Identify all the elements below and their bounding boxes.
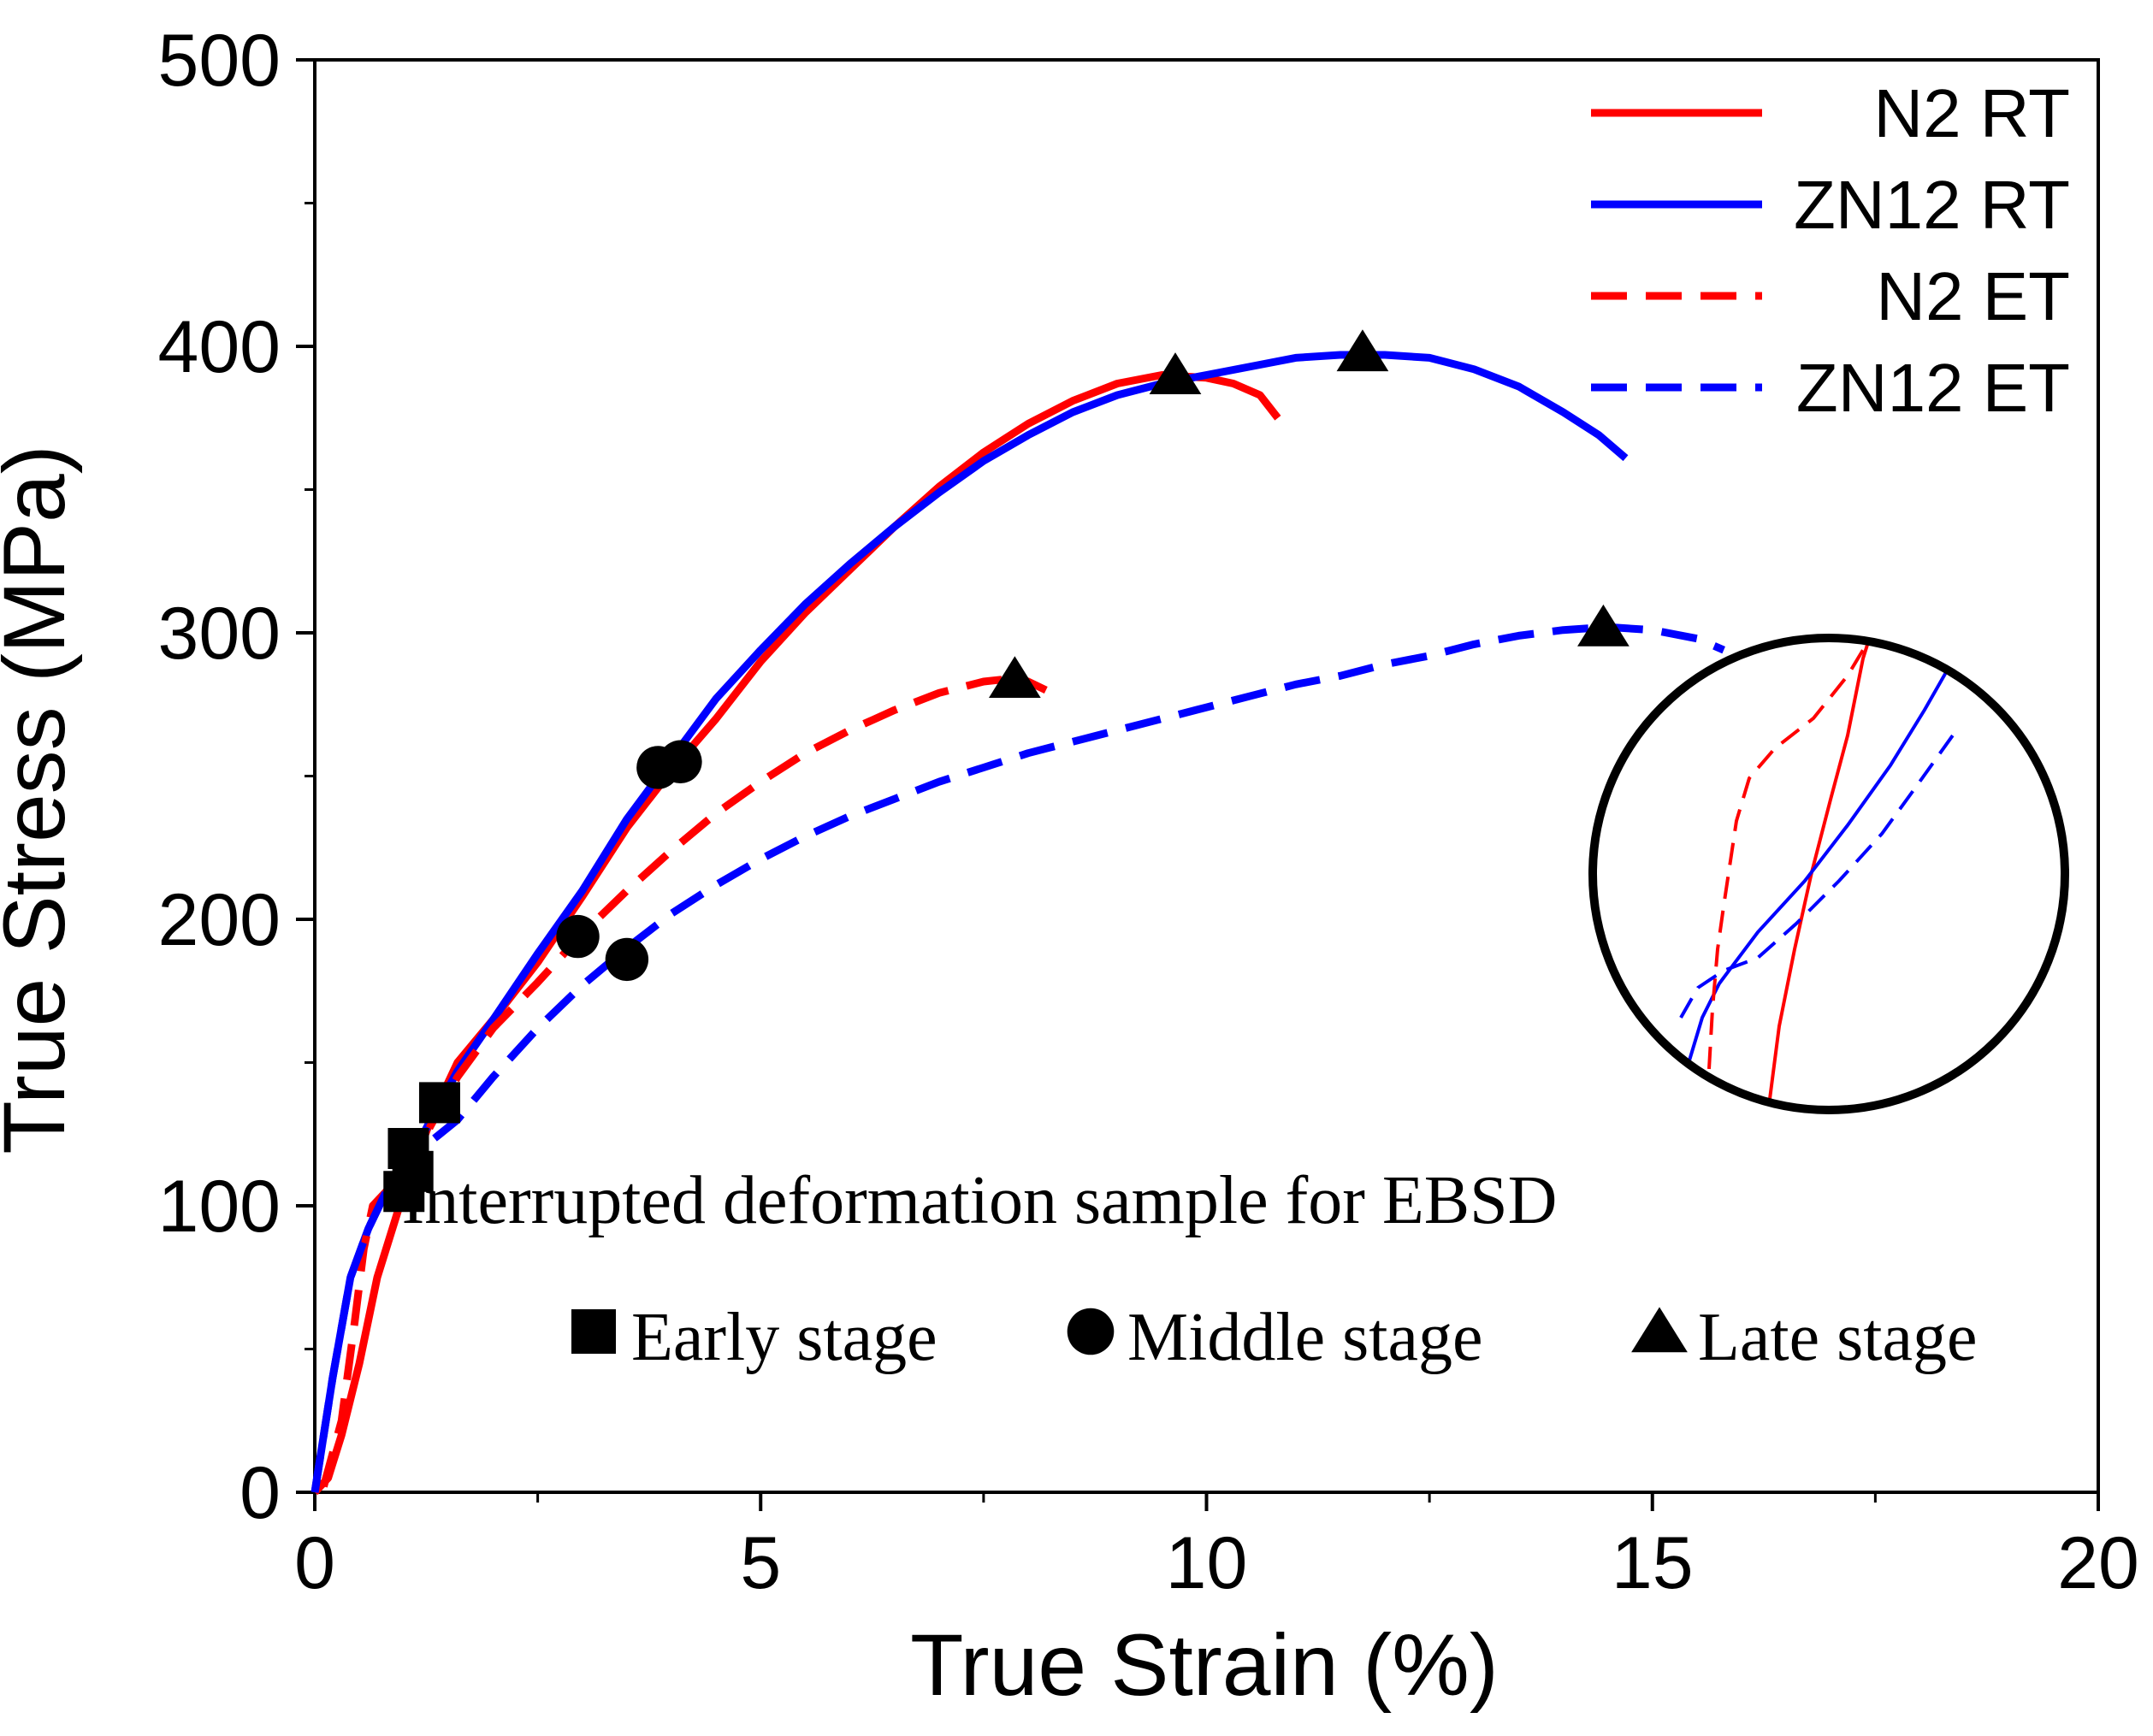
marker-layer [383, 329, 1630, 1213]
circle-legend-marker [1067, 1308, 1115, 1355]
inset-line-n2-et [1707, 638, 1875, 1070]
triangle-legend-marker [1631, 1307, 1688, 1353]
legend-label: ZN12 RT [1794, 167, 2070, 243]
marker-legend: Early stage Middle stage Late stage [571, 1300, 1977, 1375]
late-stage-marker [1149, 352, 1202, 394]
x-tick-label: 20 [2057, 1522, 2139, 1604]
triangle-legend-label: Late stage [1698, 1300, 1977, 1375]
inset-content [1679, 638, 1961, 1100]
x-axis-title: True Strain (%) [910, 1616, 1499, 1714]
early-stage-marker [387, 1128, 429, 1169]
annotation-title: Interrupted deformation sample for EBSD [402, 1163, 1558, 1238]
square-legend-label: Early stage [631, 1300, 938, 1375]
y-axis-title: True Stress (MPa) [0, 445, 83, 1154]
inset-line-n2-rt [1768, 638, 1884, 1100]
zoom-inset [1588, 634, 2069, 1114]
square-legend-marker [571, 1309, 616, 1354]
y-tick-label: 0 [240, 1452, 281, 1534]
x-tick-label: 0 [294, 1522, 335, 1604]
series-line-n2-rt [311, 371, 1281, 1496]
middle-stage-marker [659, 740, 702, 783]
y-tick-label: 400 [158, 306, 281, 388]
early-stage-marker [418, 1082, 460, 1124]
late-stage-marker [1336, 329, 1389, 372]
legend-label: ZN12 ET [1796, 350, 2070, 426]
y-tick-label: 300 [158, 593, 281, 675]
late-stage-marker [1577, 604, 1630, 647]
plot-frame [313, 58, 2100, 1494]
inset-circle-border [1588, 634, 2069, 1114]
series-layer [311, 351, 1725, 1496]
series-line-n2-et [320, 675, 1048, 1488]
plot-border [313, 58, 2100, 1494]
x-tick-label: 15 [1612, 1522, 1694, 1604]
legend: N2 RT ZN12 RT N2 ET ZN12 ET [1591, 75, 2070, 426]
middle-stage-marker [605, 937, 649, 982]
legend-label: N2 ET [1876, 258, 2070, 334]
x-tick-label: 5 [740, 1522, 781, 1604]
series-line-zn12-et [311, 623, 1725, 1493]
legend-label: N2 RT [1873, 75, 2070, 151]
y-tick-label: 500 [158, 20, 281, 102]
x-tick-label: 10 [1166, 1522, 1248, 1604]
axis-ticks [296, 58, 2100, 1511]
y-tick-label: 100 [158, 1166, 281, 1248]
late-stage-marker [989, 656, 1041, 699]
circle-legend-label: Middle stage [1127, 1300, 1482, 1375]
inset-line-zn12-rt [1688, 649, 1961, 1061]
inset-line-zn12-et [1679, 725, 1961, 1019]
y-tick-label: 200 [158, 879, 281, 961]
middle-stage-marker [556, 914, 600, 959]
